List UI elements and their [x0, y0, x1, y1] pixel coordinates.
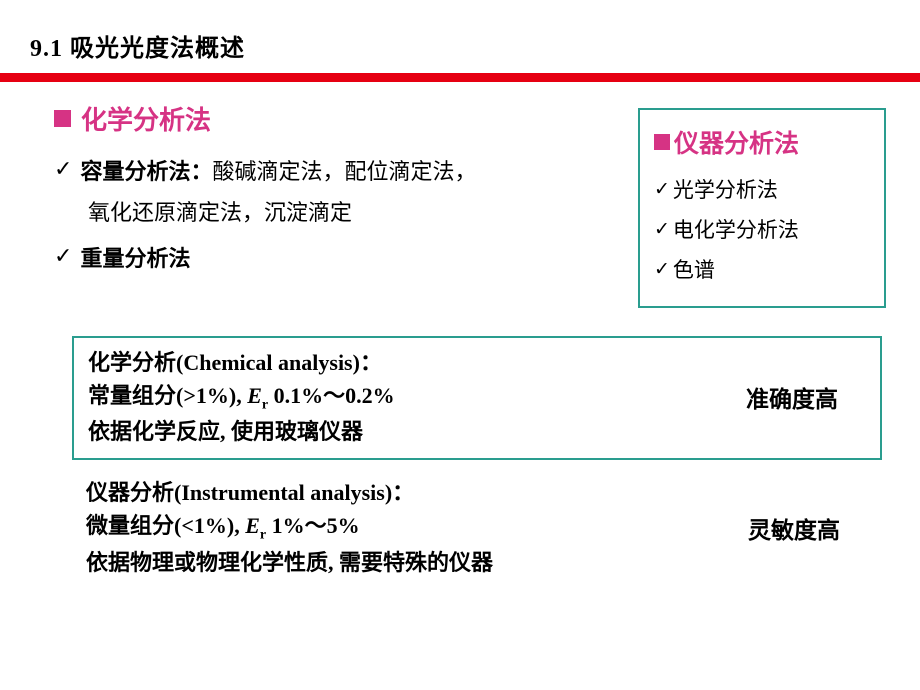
left-item-1-body: 容量分析法：酸碱滴定法，配位滴定法，	[80, 155, 476, 189]
box1-line2: 常量组分(>1%), Er 0.1%～0.2%	[88, 379, 395, 415]
left-item-1-rest: 酸碱滴定法，配位滴定法，	[212, 159, 476, 184]
red-divider	[0, 73, 920, 82]
check-icon: ✓	[654, 218, 670, 241]
box2-line1: 仪器分析(Instrumental analysis)：	[86, 476, 493, 509]
right-item-0: ✓ 光学分析法	[654, 174, 874, 204]
box1-right: 准确度高	[746, 380, 866, 414]
left-item-2-text: 重量分析法	[80, 246, 190, 271]
check-icon: ✓	[54, 155, 72, 184]
right-heading: 仪器分析法	[674, 124, 799, 160]
box1-line1: 化学分析(Chemical analysis)：	[88, 346, 395, 379]
right-item-0-text: 光学分析法	[673, 174, 778, 204]
box2-line2: 微量组分(<1%), Er 1%～5%	[86, 509, 493, 545]
box1-left: 化学分析(Chemical analysis)： 常量组分(>1%), Er 0…	[88, 346, 395, 448]
square-bullet-icon	[54, 110, 71, 127]
left-heading: 化学分析法	[81, 100, 211, 137]
box1-er: E	[247, 383, 262, 408]
box2-line3: 依据物理或物理化学性质, 需要特殊的仪器	[86, 546, 493, 579]
left-column: 化学分析法 ✓ 容量分析法：酸碱滴定法，配位滴定法， 氧化还原滴定法，沉淀滴定 …	[54, 100, 554, 284]
box1-line3: 依据化学反应, 使用玻璃仪器	[88, 415, 395, 448]
left-item-2: ✓ 重量分析法	[54, 242, 554, 276]
upper-zone: 化学分析法 ✓ 容量分析法：酸碱滴定法，配位滴定法， 氧化还原滴定法，沉淀滴定 …	[30, 100, 890, 330]
right-item-1-text: 电化学分析法	[673, 214, 799, 244]
square-bullet-icon	[654, 134, 670, 150]
left-heading-row: 化学分析法	[54, 100, 554, 137]
box2-left: 仪器分析(Instrumental analysis)： 微量组分(<1%), …	[86, 476, 493, 578]
instrumental-analysis-block: 仪器分析(Instrumental analysis)： 微量组分(<1%), …	[72, 476, 882, 578]
box2-line2-a: 微量组分(<1%),	[86, 513, 245, 538]
box1-line2-a: 常量组分(>1%),	[88, 383, 247, 408]
left-item-1-bold: 容量分析法：	[80, 159, 212, 184]
check-icon: ✓	[654, 258, 670, 281]
left-item-1-line2: 氧化还原滴定法，沉淀滴定	[54, 195, 554, 230]
check-icon: ✓	[654, 178, 670, 201]
box2-right: 灵敏度高	[748, 511, 868, 545]
right-item-2-text: 色谱	[673, 254, 715, 284]
check-icon: ✓	[54, 242, 72, 271]
chemical-analysis-box: 化学分析(Chemical analysis)： 常量组分(>1%), Er 0…	[72, 336, 882, 460]
slide-container: 9.1 吸光光度法概述 化学分析法 ✓ 容量分析法：酸碱滴定法，配位滴定法， 氧…	[0, 0, 920, 690]
right-heading-row: 仪器分析法	[654, 124, 874, 160]
right-item-1: ✓ 电化学分析法	[654, 214, 874, 244]
title-area: 9.1 吸光光度法概述	[30, 28, 890, 63]
box1-line2-b: 0.1%～0.2%	[268, 383, 395, 408]
page-title: 9.1 吸光光度法概述	[30, 28, 890, 63]
left-item-2-body: 重量分析法	[80, 242, 190, 276]
left-item-1: ✓ 容量分析法：酸碱滴定法，配位滴定法，	[54, 155, 554, 189]
lower-zone: 化学分析(Chemical analysis)： 常量组分(>1%), Er 0…	[30, 336, 890, 579]
box2-er: E	[245, 513, 260, 538]
right-item-2: ✓ 色谱	[654, 254, 874, 284]
box2-line2-b: 1%～5%	[266, 513, 360, 538]
right-box: 仪器分析法 ✓ 光学分析法 ✓ 电化学分析法 ✓ 色谱	[638, 108, 886, 308]
